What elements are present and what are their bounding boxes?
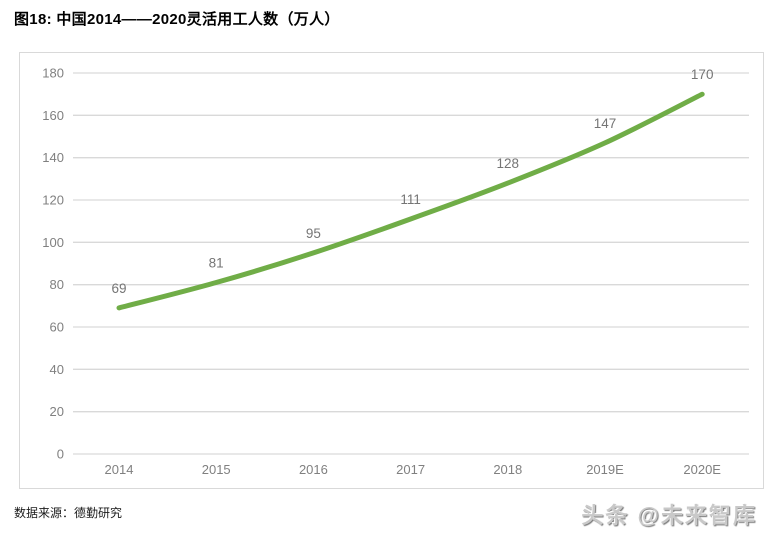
- data-point-label: 170: [691, 67, 714, 82]
- data-point-label: 95: [306, 226, 321, 241]
- y-axis-tick-label: 140: [42, 150, 64, 165]
- x-axis-tick-label: 2017: [396, 462, 425, 477]
- x-axis-tick-label: 2019E: [586, 462, 624, 477]
- y-axis-tick-label: 80: [50, 277, 64, 292]
- y-axis-tick-label: 60: [50, 320, 64, 335]
- y-axis-tick-label: 120: [42, 193, 64, 208]
- y-axis-tick-label: 100: [42, 235, 64, 250]
- chart-title: 图18: 中国2014——2020灵活用工人数（万人）: [14, 11, 340, 28]
- x-axis-tick-label: 2016: [299, 462, 328, 477]
- data-point-label: 111: [400, 192, 421, 207]
- data-point-label: 69: [111, 281, 126, 296]
- data-series-line: [116, 91, 705, 311]
- x-axis-tick-label: 2014: [105, 462, 134, 477]
- data-point-label: 147: [594, 116, 617, 131]
- y-axis-tick-label: 20: [50, 404, 64, 419]
- x-axis-tick-label: 2018: [493, 462, 522, 477]
- data-point-label: 128: [497, 156, 520, 171]
- y-axis-tick-label: 0: [57, 447, 64, 462]
- line-chart-svg: 0 20 40 60 80 100 120 140 160 180 2014 2015 2016 2017…: [42, 66, 749, 477]
- x-axis-tick-label: 2015: [202, 462, 231, 477]
- y-axis-tick-label: 180: [42, 66, 64, 81]
- y-axis-tick-label: 40: [50, 362, 64, 377]
- x-axis-tick-label: 2020E: [683, 462, 721, 477]
- watermark-text: 头条 @未来智库: [581, 503, 757, 528]
- data-source-note: 数据来源：德勤研究: [14, 506, 123, 520]
- data-point-label: 81: [209, 256, 224, 271]
- chart-plot-area: 0 20 40 60 80 100 120 140 160 180 2014 2015 2016 2017…: [19, 52, 764, 489]
- y-axis-tick-label: 160: [42, 108, 64, 123]
